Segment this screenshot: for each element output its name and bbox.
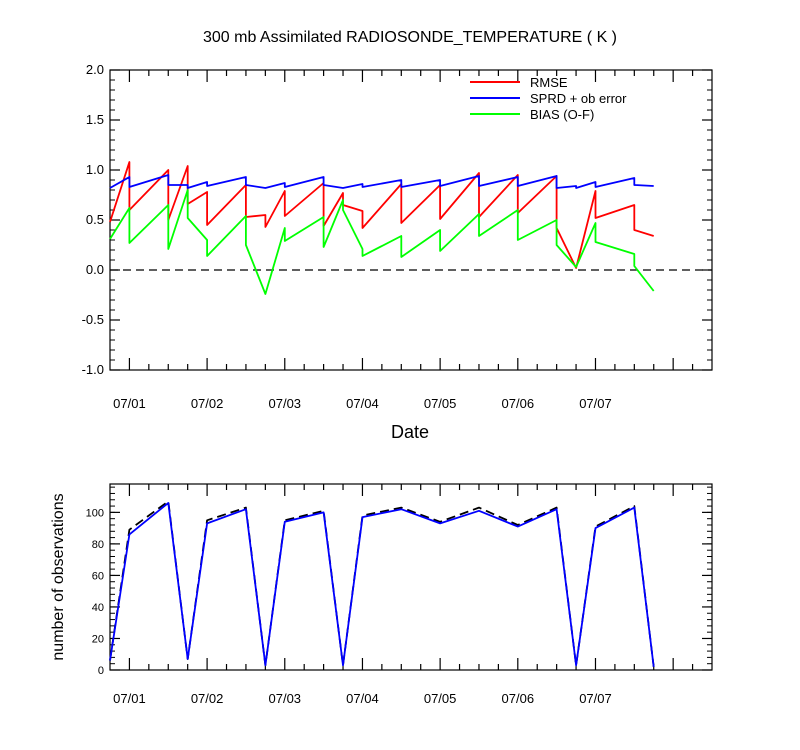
y-tick-label: -1.0 xyxy=(82,362,104,377)
x-axis-label: Date xyxy=(391,422,429,442)
series-line-sprd-ob-error xyxy=(109,174,654,189)
y-tick-label: 80 xyxy=(92,539,104,551)
series-line-solid xyxy=(109,501,655,667)
legend-label: RMSE xyxy=(530,75,568,90)
x-tick-label: 07/01 xyxy=(113,691,146,706)
x-tick-label: 07/07 xyxy=(579,691,612,706)
bottom-chart: 07/01 07/02 07/03 07/04 07/05 07/06 07/07 0 20 40… xyxy=(86,483,713,706)
y-tick-label: 40 xyxy=(92,602,104,614)
y-tick-label: 2.0 xyxy=(86,62,104,77)
x-tick-label: 07/07 xyxy=(579,396,612,411)
x-tick-label: 07/05 xyxy=(424,691,457,706)
x-tick-label: 07/02 xyxy=(191,396,224,411)
series-line-bias-o-f xyxy=(109,189,655,295)
series-line-rmse xyxy=(109,161,654,269)
y-tick-label: 0 xyxy=(98,665,104,677)
x-tick-label: 07/05 xyxy=(424,396,457,411)
chart-title: 300 mb Assimilated RADIOSONDE_TEMPERATUR… xyxy=(203,29,617,46)
plot-frame xyxy=(109,483,713,671)
x-tick-label: 07/03 xyxy=(269,691,302,706)
y-axis-label: number of observations xyxy=(50,493,67,660)
y-tick-label: 1.5 xyxy=(86,112,104,127)
y-tick-label: 0.5 xyxy=(86,212,104,227)
legend-label: SPRD + ob error xyxy=(530,91,627,106)
y-tick-label: 0.0 xyxy=(86,262,104,277)
top-chart: 07/01 07/02 07/03 07/04 07/05 07/06 07/07 -1.0 -… xyxy=(82,62,713,411)
x-tick-label: 07/02 xyxy=(191,691,224,706)
y-tick-label: 100 xyxy=(86,507,104,519)
x-tick-label: 07/06 xyxy=(502,396,535,411)
plot-frame xyxy=(109,69,713,371)
legend-label: BIAS (O-F) xyxy=(530,107,594,122)
x-tick-label: 07/04 xyxy=(346,396,379,411)
series-line-dashed xyxy=(109,500,655,667)
x-tick-label: 07/01 xyxy=(113,396,146,411)
y-tick-label: 20 xyxy=(92,633,104,645)
x-tick-label: 07/04 xyxy=(346,691,379,706)
x-tick-label: 07/03 xyxy=(269,396,302,411)
y-tick-label: 60 xyxy=(92,570,104,582)
y-tick-label: -0.5 xyxy=(82,312,104,327)
x-tick-label: 07/06 xyxy=(502,691,535,706)
y-tick-label: 1.0 xyxy=(86,162,104,177)
